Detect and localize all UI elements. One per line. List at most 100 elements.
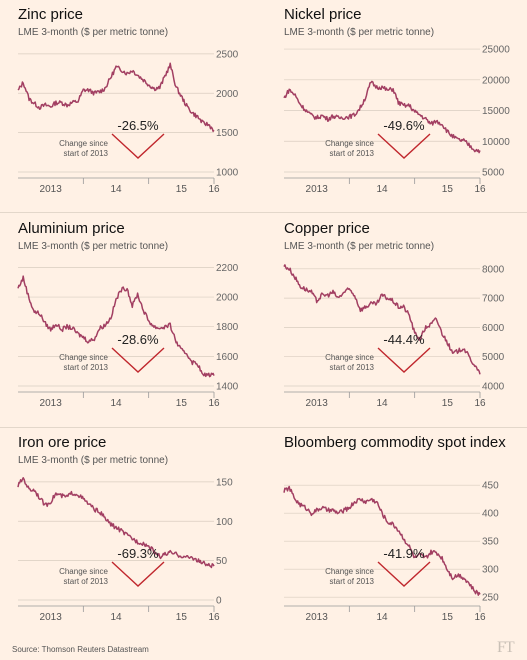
y-tick-label: 20000	[482, 75, 510, 86]
change-value-label: -41.9%	[383, 546, 425, 561]
chart-panel: Nickel price LME 3-month ($ per metric to…	[283, 0, 527, 212]
change-note-line: Change since	[325, 139, 374, 148]
chart-panel: Bloomberg commodity spot index 250 300 350 4…	[283, 428, 527, 640]
y-tick-label: 2500	[216, 49, 239, 60]
y-tick-label: 5000	[482, 352, 505, 363]
x-tick-label: 14	[376, 398, 388, 409]
x-tick-label: 16	[208, 398, 220, 409]
y-tick-label: 10000	[482, 137, 510, 148]
chart-subtitle: LME 3-month ($ per metric tonne)	[18, 241, 169, 252]
x-tick-label: 16	[474, 398, 486, 409]
change-note-line: start of 2013	[64, 577, 109, 586]
x-tick-label: 15	[176, 398, 188, 409]
series-line	[283, 80, 481, 154]
chart-title: Aluminium price	[18, 220, 125, 237]
chart-panel: Copper price LME 3-month ($ per metric to…	[283, 214, 527, 426]
change-value-label: -28.6%	[117, 332, 159, 347]
x-tick-label: 2013	[40, 398, 63, 409]
x-tick-label: 15	[176, 184, 188, 195]
change-note-line: Change since	[59, 139, 108, 148]
change-note-line: start of 2013	[330, 363, 375, 372]
y-tick-label: 2000	[216, 89, 239, 100]
source-note: Source: Thomson Reuters Datastream	[12, 645, 149, 654]
chart-panel: Zinc price LME 3-month ($ per metric tonn…	[17, 0, 281, 212]
x-tick-label: 14	[110, 612, 122, 623]
ft-logo: FT	[497, 639, 515, 656]
y-tick-label: 50	[216, 556, 228, 567]
chart-plot: 5000 10000 15000 20000 25000 2013 14 15 16 -49.6%…	[283, 45, 510, 195]
x-tick-label: 16	[208, 612, 220, 623]
x-tick-label: 16	[208, 184, 220, 195]
x-tick-label: 14	[110, 398, 122, 409]
chart-title: Bloomberg commodity spot index	[284, 434, 506, 451]
change-note-line: start of 2013	[64, 363, 109, 372]
y-tick-label: 300	[482, 565, 499, 576]
y-tick-label: 2000	[216, 293, 239, 304]
chart-title: Zinc price	[18, 6, 84, 23]
x-tick-label: 2013	[306, 612, 329, 623]
series-line	[17, 62, 215, 133]
series-line	[17, 275, 215, 378]
x-tick-label: 15	[442, 612, 454, 623]
chart-subtitle: LME 3-month ($ per metric tonne)	[284, 27, 435, 38]
change-note-line: Change since	[325, 567, 374, 576]
change-note-line: Change since	[325, 353, 374, 362]
x-tick-label: 16	[474, 612, 486, 623]
y-tick-label: 0	[216, 596, 222, 607]
chart-title: Copper price	[284, 220, 370, 237]
x-tick-label: 14	[376, 184, 388, 195]
y-tick-label: 6000	[482, 323, 505, 334]
series-line	[17, 477, 215, 569]
series-line	[283, 264, 481, 375]
chart-subtitle: LME 3-month ($ per metric tonne)	[18, 27, 169, 38]
x-tick-label: 15	[442, 184, 454, 195]
x-tick-label: 2013	[40, 612, 63, 623]
row-divider	[0, 427, 527, 428]
chart-panel: Iron ore price LME 3-month ($ per metric …	[17, 428, 281, 640]
chart-plot: 0 50 100 150 2013 14 15 16 -69.3% Change sincesta…	[17, 477, 233, 623]
change-v-marker	[111, 561, 165, 587]
change-v-marker	[377, 561, 431, 587]
x-tick-label: 2013	[306, 398, 329, 409]
row-divider	[0, 212, 527, 213]
y-tick-label: 1800	[216, 322, 239, 333]
change-v-marker	[377, 347, 431, 373]
y-tick-label: 1600	[216, 352, 239, 363]
y-tick-label: 8000	[482, 264, 505, 275]
y-tick-label: 2200	[216, 263, 239, 274]
y-tick-label: 1000	[216, 168, 239, 179]
x-tick-label: 2013	[40, 184, 63, 195]
y-tick-label: 5000	[482, 168, 505, 179]
y-tick-label: 250	[482, 593, 499, 604]
change-value-label: -49.6%	[383, 118, 425, 133]
chart-title: Iron ore price	[18, 434, 107, 451]
y-tick-label: 25000	[482, 45, 510, 56]
change-note-line: Change since	[59, 567, 108, 576]
y-tick-label: 7000	[482, 294, 505, 305]
change-note-line: start of 2013	[64, 149, 109, 158]
change-note-line: start of 2013	[330, 149, 375, 158]
change-v-marker	[377, 133, 431, 159]
y-tick-label: 1500	[216, 128, 239, 139]
change-note-line: Change since	[59, 353, 108, 362]
chart-plot: 250 300 350 400 450 2013 14 15 16 -41.9% Change si…	[283, 481, 499, 623]
change-value-label: -26.5%	[117, 118, 159, 133]
y-tick-label: 150	[216, 477, 233, 488]
change-v-marker	[111, 347, 165, 373]
chart-plot: 1400 1600 1800 2000 2200 2013 14 15 16 -28.6% Chan…	[17, 263, 239, 409]
chart-plot: 4000 5000 6000 7000 8000 2013 14 15 16 -44.4% Chan…	[283, 264, 505, 409]
x-tick-label: 15	[176, 612, 188, 623]
y-tick-label: 350	[482, 537, 499, 548]
change-note-line: start of 2013	[330, 577, 375, 586]
change-value-label: -69.3%	[117, 546, 159, 561]
x-tick-label: 2013	[306, 184, 329, 195]
x-tick-label: 15	[442, 398, 454, 409]
y-tick-label: 4000	[482, 382, 505, 393]
change-v-marker	[111, 133, 165, 159]
series-line	[283, 485, 481, 596]
chart-subtitle: LME 3-month ($ per metric tonne)	[284, 241, 435, 252]
y-tick-label: 1400	[216, 382, 239, 393]
chart-subtitle: LME 3-month ($ per metric tonne)	[18, 455, 169, 466]
change-value-label: -44.4%	[383, 332, 425, 347]
